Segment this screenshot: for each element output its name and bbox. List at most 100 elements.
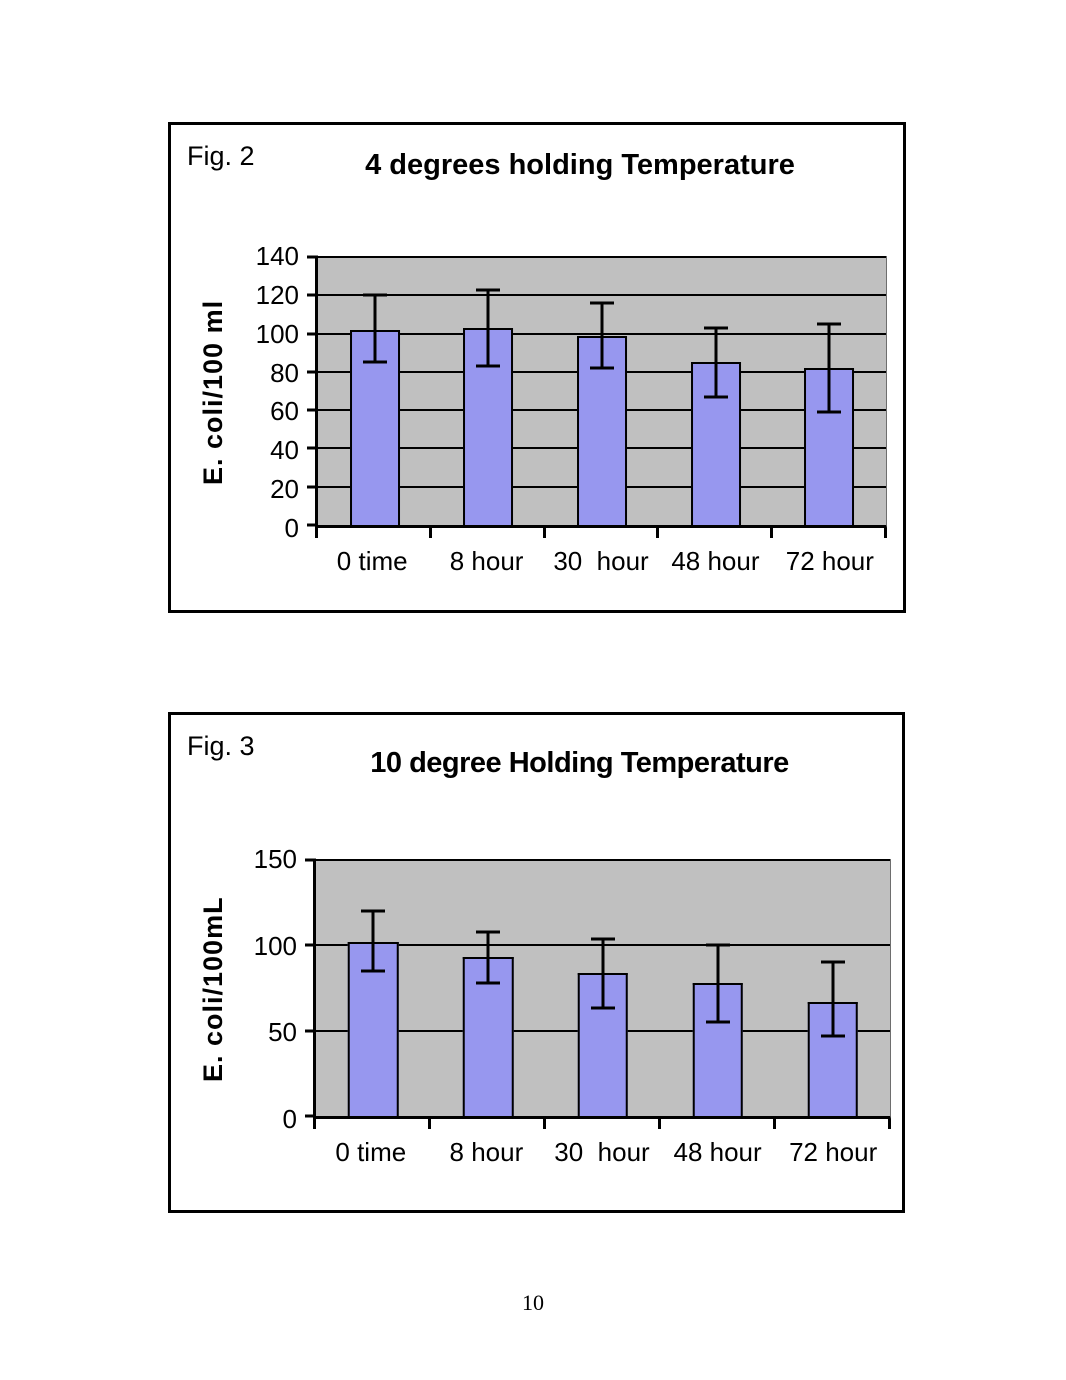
category-slot (659, 257, 773, 525)
x-axis-label: 0 time (336, 546, 408, 576)
error-bar-cap (590, 1006, 615, 1010)
y-tick-label: 100 (255, 318, 299, 349)
y-tick-label: 140 (255, 241, 299, 271)
error-bar-line (831, 962, 835, 1036)
y-tick-mark (305, 1029, 316, 1033)
x-tick (661, 1119, 776, 1129)
gridline (318, 294, 886, 297)
category-slot (316, 860, 431, 1116)
error-bar-cap (817, 322, 842, 326)
error-bar-line (827, 324, 831, 413)
category-slot (660, 860, 775, 1116)
x-axis-label: 8 hour (449, 1137, 524, 1167)
error-bar-cap (476, 930, 501, 934)
error-bar-cap (476, 364, 501, 368)
y-tick-label: 0 (284, 513, 299, 543)
error-bar-cap (589, 301, 614, 305)
y-tick-label: 20 (270, 474, 299, 505)
x-tick (313, 1119, 431, 1129)
y-tick-mark (307, 370, 318, 374)
error-bar-cap (476, 288, 501, 292)
bar-slots (318, 257, 886, 525)
error-bar-line (714, 327, 718, 397)
y-tick-mark (307, 332, 318, 336)
y-tick-mark (305, 858, 316, 862)
error-bar-line (371, 911, 375, 971)
y-tick-mark (307, 408, 318, 412)
error-bar-line (600, 302, 604, 369)
x-tick (546, 528, 660, 538)
y-tick-mark (307, 446, 318, 450)
y-tick-label: 120 (255, 279, 299, 310)
y-tick-label: 150 (253, 844, 297, 874)
y-tick-label: 50 (268, 1017, 297, 1048)
x-axis-label: 8 hour (449, 546, 524, 576)
figure-3-label: Fig. 3 (187, 731, 255, 761)
x-tick (546, 1119, 661, 1129)
category-slot (318, 257, 432, 525)
y-tick-mark (307, 255, 318, 259)
error-bar-cap (705, 943, 730, 947)
y-tick-mark (307, 293, 318, 297)
error-bar-cap (705, 1020, 730, 1024)
gridline (318, 256, 886, 258)
y-tick-label: 40 (270, 435, 299, 466)
bar (463, 327, 514, 525)
y-tick-mark (307, 485, 318, 489)
figure-2-frame: Fig. 2 4 degrees holding Temperature E. … (168, 122, 906, 613)
category-slot (772, 257, 886, 525)
x-tick (315, 528, 432, 538)
figure-2-bar-chart: 0 20 40 60 80 100 120 140 0 time 8 hour 30 hour 48… (256, 243, 887, 576)
x-axis-label: 72 hour (789, 1137, 878, 1167)
error-bar-cap (820, 1034, 845, 1038)
y-tick-label: 100 (253, 930, 297, 961)
x-axis-label: 0 time (335, 1137, 407, 1167)
figure-2-label: Fig. 2 (187, 141, 255, 171)
error-bar-line (486, 289, 490, 367)
error-bar-cap (817, 410, 842, 414)
x-axis-label: 48 hour (673, 1137, 762, 1167)
error-bar-line (601, 938, 605, 1009)
x-tick (773, 528, 887, 538)
x-axis-ticks (315, 528, 887, 538)
figure-3-y-axis-title: E. coli/100mL (198, 896, 228, 1082)
error-bar-line (486, 931, 490, 983)
x-axis-label: 48 hour (671, 546, 760, 576)
figure-2-y-axis-title: E. coli/100 ml (198, 299, 228, 485)
y-tick-label: 60 (270, 396, 299, 427)
figure-2-chart-title: 4 degrees holding Temperature (365, 149, 795, 181)
x-tick (659, 528, 774, 538)
error-bar-line (716, 945, 720, 1023)
x-axis-label: 30 hour (553, 546, 649, 576)
x-axis-ticks (313, 1119, 891, 1129)
y-axis-ticks: 0 50 100 150 (227, 846, 313, 1132)
bar (807, 1001, 858, 1116)
y-tick-label: 0 (282, 1104, 297, 1134)
error-bar-cap (362, 293, 387, 297)
x-axis-labels: 0 time 8 hour 30 hour 48 hour 72 hour (315, 546, 887, 577)
x-axis-label: 30 hour (554, 1137, 650, 1167)
page-number: 10 (522, 1290, 544, 1315)
plot-area (305, 858, 891, 1119)
y-tick-mark (305, 943, 316, 947)
bar-slots (316, 860, 890, 1116)
error-bar-cap (361, 969, 386, 973)
error-bar-cap (590, 937, 615, 941)
error-bar-cap (361, 909, 386, 913)
error-bar-cap (703, 395, 728, 399)
category-slot (431, 860, 546, 1116)
category-slot (775, 860, 890, 1116)
error-bar-cap (589, 366, 614, 370)
figure-3-bar-chart: 0 50 100 150 0 time 8 hour 30 hour 48 hour 72 h… (254, 846, 891, 1167)
error-bar-line (373, 295, 377, 363)
category-slot (546, 860, 661, 1116)
error-bar-cap (476, 981, 501, 985)
error-bar-cap (362, 360, 387, 364)
figure-3-chart-title: 10 degree Holding Temperature (370, 747, 789, 779)
y-tick-mark (305, 1114, 316, 1118)
x-tick (776, 1119, 891, 1129)
x-tick (432, 528, 546, 538)
category-slot (432, 257, 546, 525)
error-bar-cap (703, 326, 728, 330)
plot-area (307, 255, 887, 528)
